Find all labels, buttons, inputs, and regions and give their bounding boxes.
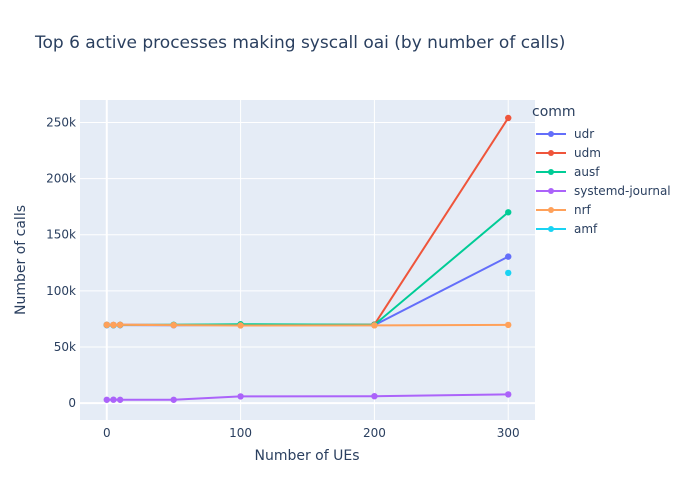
legend-item[interactable]: systemd-journal bbox=[532, 181, 692, 200]
legend-label: ausf bbox=[574, 164, 600, 179]
legend-dot-marker bbox=[548, 130, 554, 137]
legend-swatch bbox=[532, 205, 570, 215]
legend-dot-marker bbox=[548, 149, 554, 156]
legend-dot-marker bbox=[548, 187, 554, 194]
data-point[interactable] bbox=[116, 321, 124, 329]
chart-title: Top 6 active processes making syscall oa… bbox=[35, 33, 566, 53]
data-point[interactable] bbox=[505, 391, 512, 398]
legend-label: amf bbox=[574, 221, 598, 236]
data-point[interactable] bbox=[505, 269, 512, 277]
data-point[interactable] bbox=[103, 321, 110, 329]
legend-swatch bbox=[532, 186, 570, 196]
legend: comm udr udm ausf systemd-journal nrf amf bbox=[532, 104, 692, 238]
legend-item[interactable]: amf bbox=[532, 219, 692, 238]
series-nrf bbox=[103, 321, 512, 329]
legend-label: systemd-journal bbox=[574, 183, 671, 198]
y-axis-label: Number of calls bbox=[13, 205, 29, 315]
data-point[interactable] bbox=[237, 393, 244, 400]
series-group bbox=[103, 114, 512, 403]
legend-dot-marker bbox=[548, 225, 554, 232]
data-point[interactable] bbox=[170, 321, 177, 329]
data-point[interactable] bbox=[170, 396, 177, 403]
series-line bbox=[106, 323, 509, 327]
legend-item[interactable]: nrf bbox=[532, 200, 692, 219]
legend-swatch bbox=[532, 167, 570, 177]
grid-lines bbox=[80, 100, 535, 420]
legend-title: comm bbox=[532, 104, 576, 120]
data-point[interactable] bbox=[371, 392, 378, 400]
legend-label: nrf bbox=[574, 202, 591, 217]
legend-item[interactable]: ausf bbox=[532, 162, 692, 181]
legend-swatch bbox=[532, 224, 570, 234]
legend-label: udm bbox=[574, 145, 601, 160]
data-point[interactable] bbox=[116, 396, 124, 403]
legend-swatch bbox=[532, 148, 570, 158]
series-amf bbox=[505, 269, 512, 277]
x-axis-label: Number of UEs bbox=[254, 448, 359, 464]
tick-labels: 0 100 200 300 0 50k 100k 150k 200k 250k bbox=[46, 115, 520, 440]
x-tick-label: 300 bbox=[497, 426, 520, 440]
legend-swatch bbox=[532, 129, 570, 139]
data-point[interactable] bbox=[505, 209, 512, 216]
series-systemd-journal bbox=[103, 391, 512, 403]
data-point[interactable] bbox=[237, 322, 244, 329]
data-point[interactable] bbox=[103, 396, 110, 403]
y-tick-label: 150k bbox=[46, 228, 76, 242]
legend-dot-marker bbox=[548, 206, 554, 213]
legend-label: udr bbox=[574, 126, 595, 141]
data-point[interactable] bbox=[505, 321, 512, 329]
data-point[interactable] bbox=[110, 321, 117, 329]
legend-item[interactable]: udm bbox=[532, 143, 692, 162]
data-point[interactable] bbox=[110, 396, 117, 403]
x-tick-label: 200 bbox=[363, 426, 386, 440]
data-point[interactable] bbox=[505, 253, 512, 260]
y-tick-label: 250k bbox=[46, 115, 76, 129]
legend-items: udr udm ausf systemd-journal nrf amf bbox=[532, 124, 692, 238]
x-tick-label: 0 bbox=[103, 426, 111, 440]
data-point[interactable] bbox=[505, 114, 512, 122]
legend-item[interactable]: udr bbox=[532, 124, 692, 143]
y-tick-label: 100k bbox=[46, 284, 76, 298]
y-tick-label: 200k bbox=[46, 172, 76, 186]
y-tick-label: 50k bbox=[54, 340, 76, 354]
x-tick-label: 100 bbox=[229, 426, 252, 440]
data-point[interactable] bbox=[371, 322, 378, 329]
y-tick-label: 0 bbox=[68, 396, 76, 410]
legend-dot-marker bbox=[548, 168, 554, 175]
plot-area bbox=[80, 100, 535, 420]
